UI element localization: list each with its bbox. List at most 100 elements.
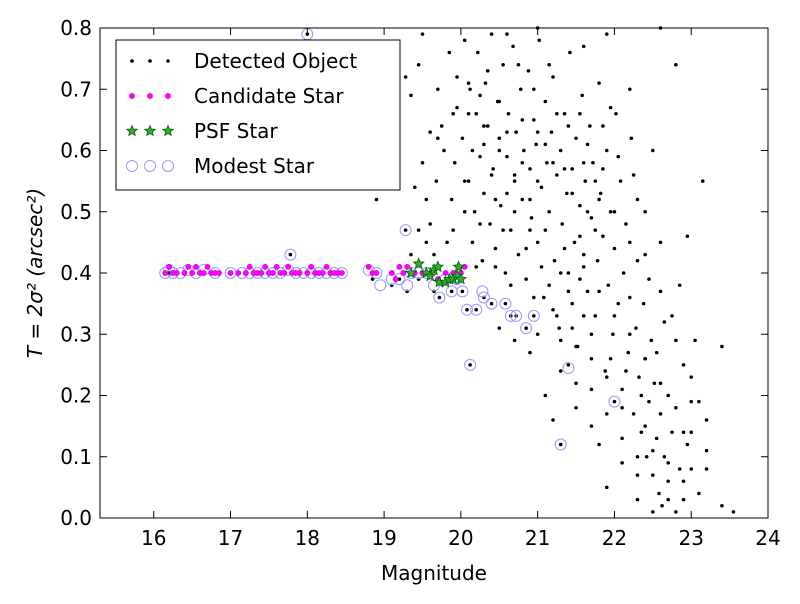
data-point-detected-object	[581, 252, 586, 257]
data-point-candidate-star	[285, 263, 292, 270]
data-point-detected-object	[651, 510, 655, 514]
data-point-detected-object	[424, 240, 429, 245]
data-point-detected-object	[493, 265, 498, 269]
data-point-detected-object	[693, 338, 697, 343]
data-point-detected-object	[597, 81, 601, 85]
legend-marker-detected-object	[148, 59, 152, 63]
x-tick-label: 19	[371, 526, 396, 550]
data-point-modest-star	[562, 361, 575, 374]
series-detected-object	[167, 26, 736, 514]
data-point-detected-object	[543, 142, 548, 147]
data-point-detected-object	[489, 301, 494, 306]
data-point-detected-object	[612, 314, 617, 318]
data-point-detected-object	[677, 283, 682, 288]
data-point-detected-object	[462, 38, 467, 43]
data-point-detected-object	[535, 332, 540, 337]
data-point-detected-object	[497, 99, 502, 104]
data-point-detected-object	[551, 75, 555, 79]
data-point-detected-object	[532, 118, 536, 122]
data-point-detected-object	[588, 124, 592, 128]
data-point-detected-object	[555, 111, 559, 116]
data-point-detected-object	[451, 228, 455, 232]
data-point-detected-object	[603, 369, 608, 373]
data-point-modest-star	[608, 395, 621, 408]
data-point-modest-star	[284, 248, 297, 261]
data-point-detected-object	[585, 209, 590, 214]
data-point-detected-object	[589, 356, 594, 361]
legend-marker-modest-star	[126, 160, 138, 172]
data-point-detected-object	[474, 265, 479, 269]
data-point-detected-object	[409, 252, 413, 257]
data-point-detected-object	[604, 32, 609, 36]
data-point-detected-object	[639, 430, 644, 435]
data-point-psf-star	[431, 260, 445, 273]
data-point-detected-object	[666, 461, 670, 465]
data-point-candidate-star	[273, 263, 280, 270]
data-point-detected-object	[674, 62, 678, 67]
data-point-detected-object	[439, 124, 444, 128]
data-point-detected-object	[547, 283, 551, 288]
data-point-detected-object	[416, 62, 421, 67]
data-point-detected-object	[647, 399, 651, 404]
data-point-detected-object	[685, 234, 690, 239]
data-point-detected-object	[529, 216, 534, 220]
data-point-detected-object	[547, 62, 551, 67]
data-point-detected-object	[697, 491, 701, 496]
data-point-detected-object	[499, 203, 503, 208]
data-point-detected-object	[574, 344, 578, 349]
data-point-detected-object	[604, 485, 609, 490]
data-point-detected-object	[512, 179, 517, 183]
data-point-detected-object	[543, 99, 548, 104]
data-point-candidate-star	[338, 270, 345, 276]
data-point-modest-star	[485, 297, 498, 310]
data-point-detected-object	[685, 442, 690, 447]
data-point-detected-object	[447, 50, 452, 55]
legend-label-candidate-star: Candidate Star	[194, 84, 344, 108]
data-point-detected-object	[424, 197, 429, 202]
data-point-detected-object	[666, 393, 670, 398]
data-point-candidate-star	[396, 263, 403, 270]
data-point-detected-object	[506, 111, 511, 116]
data-point-detected-object	[528, 197, 532, 202]
data-point-detected-object	[449, 197, 454, 202]
data-point-detected-object	[662, 320, 667, 324]
data-point-detected-object	[505, 154, 509, 159]
data-point-detected-object	[449, 289, 454, 294]
data-point-detected-object	[442, 148, 446, 153]
data-point-detected-object	[478, 222, 482, 226]
data-point-modest-star	[470, 303, 483, 316]
data-point-detected-object	[627, 87, 632, 92]
data-point-candidate-star	[185, 263, 192, 270]
data-point-detected-object	[535, 130, 540, 134]
data-point-detected-object	[629, 136, 634, 141]
data-point-detected-object	[539, 185, 544, 190]
legend-marker-candidate-star	[129, 93, 135, 99]
data-point-detected-object	[470, 148, 475, 153]
data-point-detected-object	[455, 105, 459, 110]
data-point-modest-star	[554, 438, 567, 451]
data-point-detected-object	[455, 75, 459, 79]
data-point-detected-object	[589, 387, 594, 392]
data-point-detected-object	[508, 283, 513, 288]
data-point-candidate-star	[166, 263, 173, 270]
data-point-modest-star	[461, 303, 474, 316]
data-point-detected-object	[641, 301, 646, 306]
data-point-detected-object	[627, 240, 632, 245]
data-point-detected-object	[635, 497, 640, 502]
data-point-detected-object	[434, 179, 439, 183]
data-point-detected-object	[549, 130, 554, 134]
data-point-detected-object	[601, 234, 605, 239]
data-point-detected-object	[689, 430, 694, 435]
legend-marker-detected-object	[166, 59, 170, 63]
data-point-detected-object	[616, 154, 621, 159]
data-point-detected-object	[720, 503, 724, 508]
data-point-detected-object	[562, 167, 567, 171]
data-point-detected-object	[516, 252, 521, 257]
x-tick-label: 18	[295, 526, 320, 550]
data-point-candidate-star	[319, 270, 326, 276]
data-point-detected-object	[566, 363, 571, 367]
data-point-detected-object	[652, 381, 657, 386]
data-point-detected-object	[474, 111, 479, 116]
data-point-detected-object	[689, 375, 694, 379]
data-point-detected-object	[662, 454, 667, 459]
